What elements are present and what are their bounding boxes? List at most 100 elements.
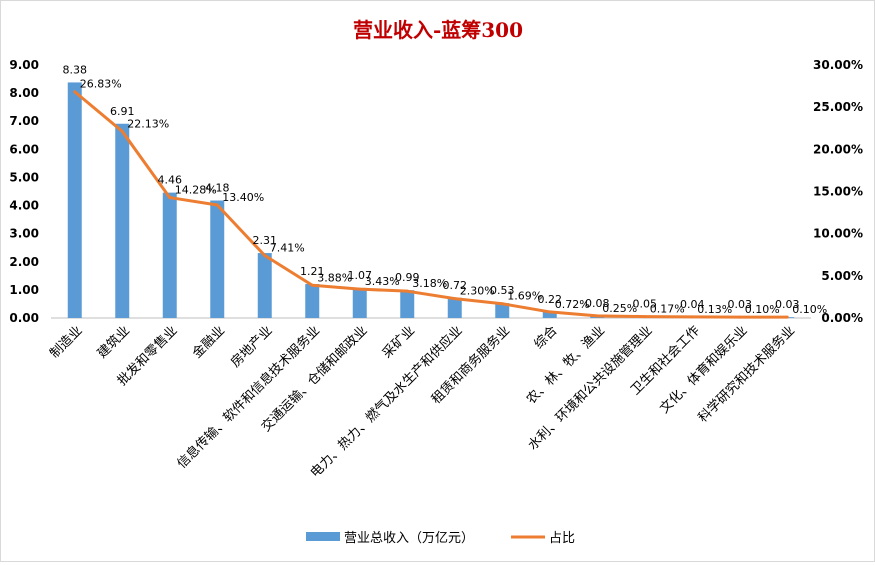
bar-value-label: 1.07 [348,269,373,282]
line-point [120,129,124,133]
line-point [500,302,504,306]
left-tick-label: 8.00 [9,86,39,100]
share-value-label: 22.13% [127,117,169,130]
bar-value-label: 1.21 [300,265,325,278]
line-point [168,196,172,200]
bar [352,287,367,318]
legend[interactable]: 营业总收入（万亿元） 占比 [306,531,575,546]
line-point [453,297,457,301]
share-value-label: 13.40% [222,191,264,204]
line-point [548,310,552,314]
bar [447,297,462,318]
line-point [263,254,267,258]
right-tick-label: 25.00% [813,100,863,114]
bar-value-label: 0.08 [585,297,610,310]
right-tick-label: 5.00% [821,269,863,283]
bar-value-label: 0.03 [728,298,753,311]
bar-value-label: 0.04 [680,298,705,311]
bar-value-label: 6.91 [110,105,135,118]
line-point [595,314,599,318]
right-axis: 0.00% 5.00% 10.00% 15.00% 20.00% 25.00% 30.00% [813,58,863,325]
line-point [738,315,742,319]
chart-title: 营业收入-蓝筹300 [353,18,523,42]
share-value-label: 26.83% [80,78,122,91]
line-data-labels: 26.83% 22.13% 14.28% 13.40% 7.41% 3.88% 3.43% 3… [80,78,827,316]
share-value-label: 14.28% [175,184,217,197]
line-point [690,315,694,319]
category-label: 科学研究和技术服务业 [695,323,798,426]
bar [115,123,130,318]
bar [305,283,320,318]
left-tick-label: 7.00 [9,114,39,128]
category-label: 金融业 [189,323,228,362]
bar-value-label: 4.18 [205,181,230,194]
line-point [215,203,219,207]
line-series [73,90,789,319]
left-tick-label: 5.00 [9,170,39,184]
category-label: 制造业 [47,323,85,361]
bar-series [67,82,795,318]
share-value-label: 1.69% [507,290,542,303]
left-tick-label: 6.00 [9,142,39,156]
bar [67,82,82,318]
bar-data-labels: 8.38 6.91 4.46 4.18 2.31 1.21 1.07 0.99 0.72 0.53… [63,63,800,311]
line-point [785,315,789,319]
bar [542,311,557,318]
share-value-label: 3.18% [412,277,447,290]
category-label: 文化、体育和娱乐业 [657,323,751,417]
line-point [358,287,362,291]
bar-value-label: 0.72 [443,279,468,292]
bar-value-label: 4.46 [158,174,183,187]
category-label: 房地产业 [227,323,275,371]
share-line [73,90,788,319]
right-tick-label: 20.00% [813,142,863,156]
bar [257,253,272,318]
legend-line-label: 占比 [549,531,575,546]
share-value-label: 0.10% [792,303,827,316]
left-tick-label: 9.00 [9,58,39,72]
bar-value-label: 2.31 [253,234,278,247]
right-tick-label: 30.00% [813,58,863,72]
line-point [643,315,647,319]
share-value-label: 0.10% [745,303,780,316]
bar [495,303,510,318]
bar-value-label: 0.53 [490,284,515,297]
share-value-label: 3.43% [365,275,400,288]
bar [210,200,225,318]
share-value-label: 3.88% [317,271,352,284]
category-label: 租赁和商务服务业 [428,323,513,408]
left-axis: 0.00 1.00 2.00 3.00 4.00 5.00 6.00 7.00 8.00 9.00 [9,58,39,325]
right-tick-label: 0.00% [821,311,863,325]
share-value-label: 2.30% [460,285,495,298]
line-point [310,283,314,287]
bar-value-label: 8.38 [63,63,88,76]
bar-value-label: 0.03 [775,298,800,311]
category-label: 综合 [532,323,561,352]
left-tick-label: 2.00 [9,255,39,269]
left-tick-label: 0.00 [9,311,39,325]
line-point [405,289,409,293]
bar-value-label: 0.05 [633,298,658,311]
share-value-label: 0.72% [555,298,590,311]
category-label: 采矿业 [380,323,418,361]
left-tick-label: 1.00 [9,283,39,297]
bar [400,290,415,318]
share-value-label: 0.13% [697,303,732,316]
left-tick-label: 4.00 [9,199,39,213]
bar-value-label: 0.22 [538,293,563,306]
bar-value-label: 0.99 [395,271,420,284]
share-value-label: 0.17% [650,303,685,316]
left-tick-label: 3.00 [9,227,39,241]
share-value-label: 0.25% [602,302,637,315]
share-value-label: 7.41% [270,242,305,255]
right-tick-label: 15.00% [813,185,863,199]
bar [162,192,177,318]
line-point [73,90,77,94]
category-label: 建筑业 [94,323,133,362]
legend-bar-swatch [306,532,340,541]
legend-bar-label: 营业总收入（万亿元） [344,531,474,546]
right-tick-label: 10.00% [813,227,863,241]
